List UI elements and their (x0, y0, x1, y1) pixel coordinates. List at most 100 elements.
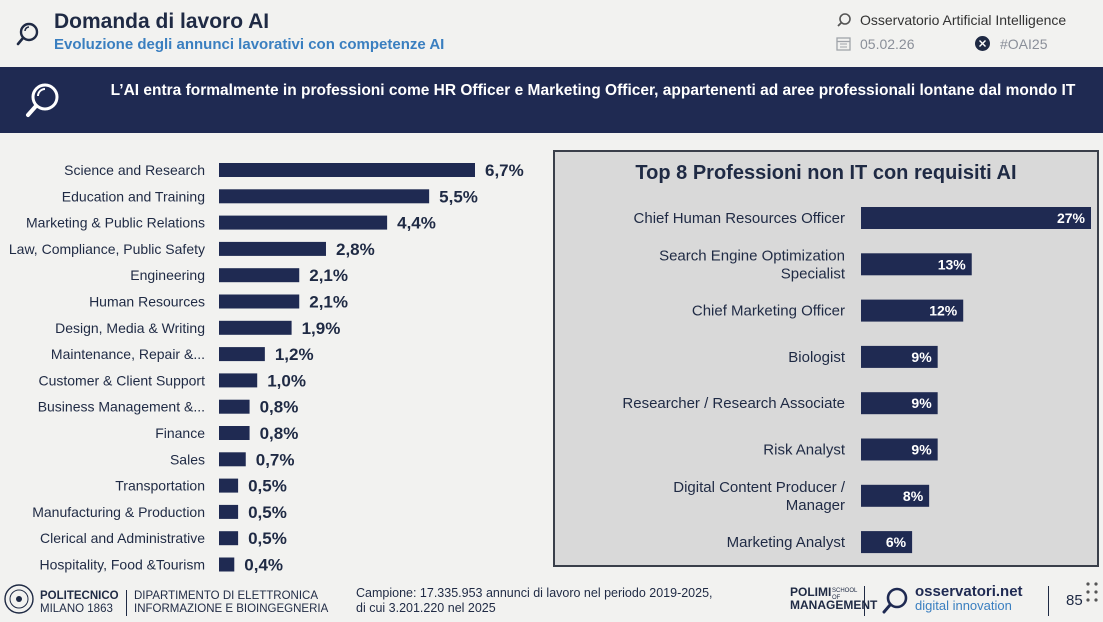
bar (219, 163, 475, 177)
category-label: Engineering (130, 267, 205, 283)
value-label: 2,1% (309, 266, 348, 285)
value-label: 4,4% (397, 214, 436, 233)
value-label: 1,9% (302, 319, 341, 338)
value-label: 0,5% (248, 477, 287, 496)
value-label: 0,7% (256, 450, 295, 469)
category-label: Manufacturing & Production (32, 504, 205, 520)
sector-bar-chart: Science and Research 6,7% Education and Tr… (9, 161, 524, 575)
bar (219, 426, 250, 440)
sample-note: Campione: 17.335.953 annunci di lavoro n… (356, 586, 713, 615)
magnifier-logo-icon (16, 22, 39, 46)
category-label: Sales (170, 451, 205, 467)
value-label: 13% (938, 256, 967, 272)
category-label: Law, Compliance, Public Safety (9, 241, 205, 257)
bar (219, 399, 250, 414)
top-professions-panel: Top 8 Professioni non IT con requisiti A… (553, 150, 1099, 567)
osservatori-logo-icon (882, 587, 908, 614)
bar (861, 484, 930, 507)
header: Domanda di lavoro AI Evoluzione degli an… (0, 0, 1103, 66)
bar (861, 531, 913, 554)
value-label: 9% (911, 442, 932, 458)
value-label: 0,4% (244, 556, 283, 575)
osservatori-sub: digital innovation (915, 598, 1012, 613)
bar (219, 557, 235, 572)
bar (861, 253, 972, 276)
bar (219, 478, 239, 493)
category-label: Education and Training (62, 188, 205, 204)
category-label: Business Management &... (38, 399, 205, 415)
value-label: 0,5% (248, 529, 287, 548)
value-label: 12% (929, 303, 958, 319)
value-label: 0,8% (260, 424, 299, 443)
polimi-name: POLITECNICO MILANO 1863 (40, 590, 119, 615)
bar (861, 392, 938, 415)
profession-label: Biologist (788, 349, 846, 366)
bar (219, 347, 265, 362)
profession-label: Chief Marketing Officer (692, 303, 845, 320)
value-label: 6,7% (485, 161, 524, 180)
profession-label: Marketing Analyst (727, 534, 846, 551)
observatory-icon (837, 13, 851, 27)
category-label: Transportation (115, 478, 205, 494)
bar (861, 207, 1091, 229)
footer-divider (126, 590, 127, 616)
profession-label: Chief Human Resources Officer (634, 210, 845, 227)
professions-bar-chart: Chief Human Resources Officer 27% Search E… (622, 207, 1091, 554)
key-message-banner: L’AI entra formalmente in professioni co… (0, 67, 1103, 133)
footer-divider-2 (864, 586, 865, 616)
category-label: Design, Media & Writing (55, 320, 205, 336)
category-label: Marketing & Public Relations (26, 215, 205, 231)
value-label: 9% (911, 349, 932, 365)
category-label: Maintenance, Repair &... (51, 346, 205, 362)
page-title: Domanda di lavoro AI (54, 10, 270, 33)
profession-label: Search Engine Optimization (659, 247, 845, 264)
som-small-text: SCHOOL OF (832, 588, 858, 601)
value-label: 0,5% (248, 503, 287, 522)
bar (219, 320, 292, 335)
value-label: 1,0% (267, 371, 306, 390)
panel-title: Top 8 Professioni non IT con requisiti A… (635, 162, 1017, 184)
footer: POLITECNICO MILANO 1863 DIPARTIMENTO DI … (0, 578, 1103, 622)
x-social-icon (975, 36, 990, 51)
bar (219, 531, 239, 546)
polimi-som-logo: POLIMI MANAGEMENT (790, 585, 878, 612)
category-label: Hospitality, Food &Tourism (40, 557, 205, 573)
category-label: Finance (155, 425, 205, 441)
value-label: 6% (886, 534, 907, 550)
value-label: 27% (1057, 210, 1086, 226)
banner-text: L’AI entra formalmente in professioni co… (110, 82, 1076, 99)
osservatori-brand: osservatori.net (915, 583, 1023, 600)
profession-label: Researcher / Research Associate (622, 395, 845, 412)
value-label: 5,5% (439, 187, 478, 206)
bar (861, 345, 938, 368)
more-options-icon[interactable] (1084, 580, 1100, 604)
profession-label: Risk Analyst (763, 442, 846, 459)
magnifier-icon (26, 83, 59, 117)
footer-divider-3 (1048, 586, 1049, 616)
category-label: Science and Research (64, 162, 205, 178)
page-subtitle: Evoluzione degli annunci lavorativi con … (54, 36, 445, 53)
observatory-name: Osservatorio Artificial Intelligence (860, 12, 1067, 28)
bar (219, 504, 239, 519)
date-label: 05.02.26 (860, 36, 915, 52)
bar (219, 452, 246, 467)
value-label: 2,1% (309, 293, 348, 312)
profession-label: Digital Content Producer / (673, 479, 846, 496)
profession-label: Specialist (781, 265, 846, 282)
bar (219, 294, 300, 309)
category-label: Customer & Client Support (38, 372, 205, 388)
profession-label: Manager (786, 497, 845, 514)
value-label: 2,8% (336, 240, 375, 259)
value-label: 0,8% (260, 398, 299, 417)
value-label: 8% (903, 488, 924, 504)
page-number: 85 (1066, 592, 1083, 609)
bar (219, 373, 258, 388)
bar (219, 241, 326, 256)
bar (219, 215, 388, 230)
polimi-seal-icon (4, 584, 34, 614)
bar (861, 299, 964, 322)
value-label: 1,2% (275, 345, 314, 364)
bar (219, 189, 430, 204)
value-label: 9% (911, 395, 932, 411)
category-label: Human Resources (89, 294, 205, 310)
